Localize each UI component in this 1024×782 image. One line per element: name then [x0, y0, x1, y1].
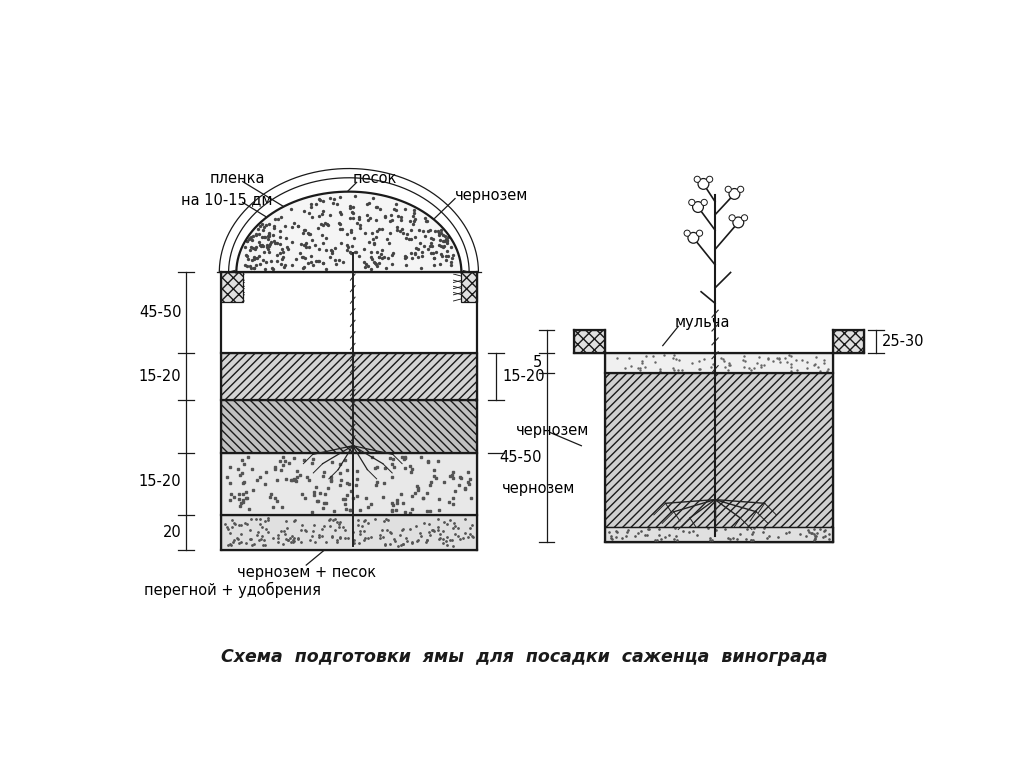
Polygon shape: [221, 353, 477, 400]
Circle shape: [729, 215, 735, 221]
Circle shape: [694, 176, 700, 182]
Text: на 10-15 дм: на 10-15 дм: [180, 192, 272, 206]
Text: 5: 5: [532, 356, 542, 371]
Polygon shape: [221, 515, 477, 550]
Polygon shape: [237, 192, 462, 272]
Circle shape: [725, 186, 731, 192]
Text: пленка: пленка: [209, 171, 265, 186]
Text: 15-20: 15-20: [139, 369, 181, 384]
Text: песок: песок: [352, 171, 397, 186]
Polygon shape: [604, 526, 834, 542]
Circle shape: [692, 202, 703, 213]
Text: чернозем: чернозем: [455, 188, 528, 203]
Circle shape: [684, 230, 690, 236]
Circle shape: [688, 232, 698, 243]
Polygon shape: [573, 330, 604, 353]
Circle shape: [698, 178, 709, 189]
Circle shape: [741, 215, 748, 221]
Polygon shape: [834, 330, 864, 353]
Polygon shape: [604, 372, 834, 542]
Text: чернозем: чернозем: [503, 481, 575, 496]
Polygon shape: [604, 353, 834, 372]
Text: 45-50: 45-50: [500, 450, 542, 465]
Text: 45-50: 45-50: [139, 306, 181, 321]
Circle shape: [707, 176, 713, 182]
Text: 25-30: 25-30: [882, 334, 925, 350]
Text: чернозем: чернозем: [515, 423, 589, 438]
Text: чернозем + песок: чернозем + песок: [237, 565, 376, 580]
Circle shape: [733, 217, 743, 228]
Circle shape: [737, 186, 743, 192]
Polygon shape: [221, 400, 477, 454]
Text: 20: 20: [163, 525, 181, 540]
Text: Схема  подготовки  ямы  для  посадки  саженца  винограда: Схема подготовки ямы для посадки саженца…: [221, 648, 828, 666]
Text: 15-20: 15-20: [503, 369, 545, 384]
Circle shape: [696, 230, 702, 236]
Polygon shape: [462, 272, 477, 302]
Polygon shape: [221, 454, 477, 515]
Polygon shape: [221, 272, 243, 302]
Text: 15-20: 15-20: [139, 475, 181, 490]
Circle shape: [689, 199, 695, 206]
Text: мульча: мульча: [675, 315, 730, 330]
Circle shape: [701, 199, 708, 206]
Circle shape: [729, 188, 740, 199]
Text: перегной + удобрения: перегной + удобрения: [143, 582, 321, 597]
